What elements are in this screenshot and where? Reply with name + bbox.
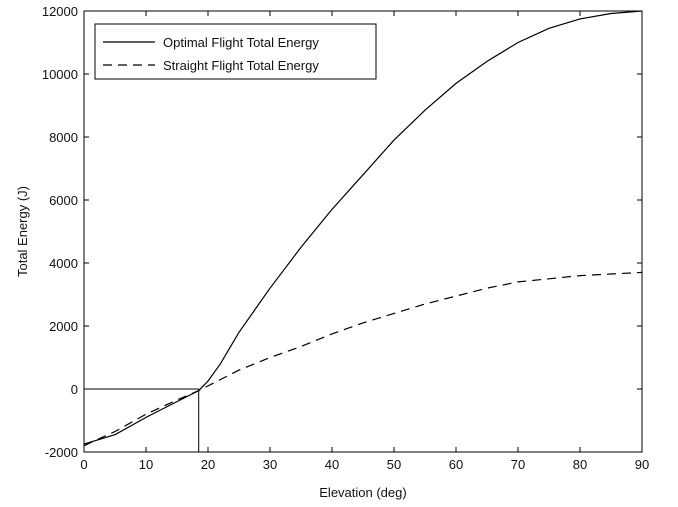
legend: Optimal Flight Total Energy Straight Fli… bbox=[94, 23, 377, 80]
x-tick-label: 10 bbox=[139, 457, 153, 472]
y-tick-label: 4000 bbox=[49, 256, 78, 271]
plot-area-frame bbox=[83, 10, 643, 453]
x-tick-label: 20 bbox=[201, 457, 215, 472]
y-axis-label: Total Energy (J) bbox=[15, 186, 30, 277]
reference-lines bbox=[84, 388, 200, 452]
y-tick-label: 10000 bbox=[42, 67, 78, 82]
x-tick-label: 90 bbox=[635, 457, 649, 472]
x-tick-label: 40 bbox=[325, 457, 339, 472]
legend-box bbox=[94, 23, 377, 80]
axis-ticks: 0 10 20 30 40 50 60 70 80 90-20000200040006000800… bbox=[42, 4, 649, 472]
series-line-optimal bbox=[83, 10, 643, 445]
legend-entry-straight: Straight Flight Total Energy bbox=[163, 58, 319, 73]
x-axis-label: Elevation (deg) bbox=[319, 485, 406, 500]
x-tick-label: 80 bbox=[573, 457, 587, 472]
y-tick-label: 12000 bbox=[42, 4, 78, 19]
x-tick-label: 30 bbox=[263, 457, 277, 472]
y-tick-label: 2000 bbox=[49, 319, 78, 334]
y-tick-label: -2000 bbox=[45, 445, 78, 460]
series-line-straight bbox=[83, 271, 643, 447]
x-tick-label: 0 bbox=[80, 457, 87, 472]
legend-entry-optimal: Optimal Flight Total Energy bbox=[163, 35, 319, 50]
y-tick-label: 0 bbox=[71, 382, 78, 397]
x-tick-label: 70 bbox=[511, 457, 525, 472]
x-tick-label: 50 bbox=[387, 457, 401, 472]
x-tick-label: 60 bbox=[449, 457, 463, 472]
series-layer bbox=[83, 10, 643, 447]
y-tick-label: 6000 bbox=[49, 193, 78, 208]
y-tick-label: 8000 bbox=[49, 130, 78, 145]
